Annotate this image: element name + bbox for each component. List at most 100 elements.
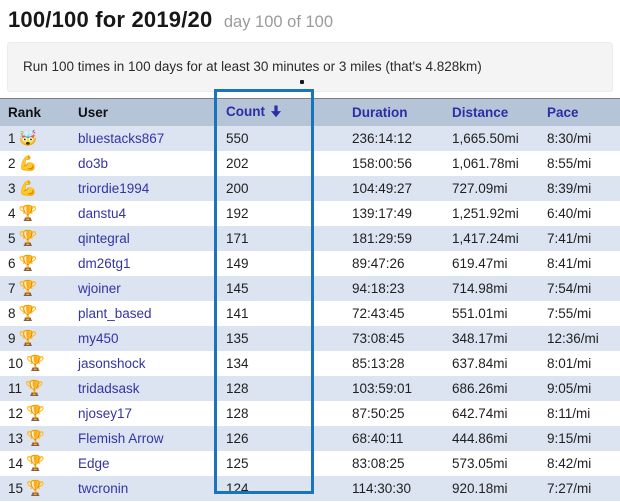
rank-cell: 3 💪: [0, 181, 70, 196]
rank-badge-icon: 🏆: [25, 380, 44, 397]
table-row: 10 🏆 jasonshock 134 85:13:28 637.84mi 8:…: [0, 351, 620, 376]
rank-cell: 5 🏆: [0, 231, 70, 246]
duration-cell: 139:17:49: [352, 206, 413, 221]
pace-cell: 12:36/mi: [547, 331, 599, 346]
rank-number: 3: [8, 181, 16, 196]
distance-cell: 348.17mi: [452, 331, 508, 346]
count-cell: 128: [226, 381, 249, 396]
pace-cell: 8:01/mi: [547, 356, 592, 371]
rank-cell: 15 🏆: [0, 481, 70, 496]
user-link[interactable]: Edge: [78, 456, 110, 471]
duration-cell: 89:47:26: [352, 256, 405, 271]
user-link[interactable]: wjoiner: [78, 281, 121, 296]
sort-descending-icon: [270, 105, 282, 121]
user-link[interactable]: jasonshock: [78, 356, 146, 371]
rank-number: 1: [8, 131, 16, 146]
rank-number: 9: [8, 331, 16, 346]
user-link[interactable]: bluestacks867: [78, 131, 165, 146]
pace-cell: 9:15/mi: [547, 431, 592, 446]
challenge-description-box: Run 100 times in 100 days for at least 3…: [7, 42, 613, 92]
rank-cell: 13 🏆: [0, 431, 70, 446]
rank-number: 11: [8, 381, 23, 396]
duration-cell: 104:49:27: [352, 181, 413, 196]
rank-badge-icon: 🏆: [18, 205, 38, 222]
page-subtitle: day 100 of 100: [223, 13, 334, 31]
user-link[interactable]: qintegral: [78, 231, 130, 246]
rank-number: 5: [8, 231, 16, 246]
duration-cell: 73:08:45: [352, 331, 405, 346]
column-header-distance[interactable]: Distance: [452, 105, 509, 120]
rank-cell: 2 💪: [0, 156, 70, 171]
rank-number: 8: [8, 306, 16, 321]
table-header-row: Rank User Count Duration Distance Pace: [0, 99, 620, 126]
table-row: 15 🏆 twcronin 124 114:30:30 920.18mi 7:2…: [0, 476, 620, 501]
challenge-description: Run 100 times in 100 days for at least 3…: [23, 59, 482, 74]
rank-number: 7: [8, 281, 16, 296]
rank-badge-icon: 💪: [18, 155, 38, 172]
user-link[interactable]: twcronin: [78, 481, 129, 496]
user-link[interactable]: danstu4: [78, 206, 127, 221]
table-row: 13 🏆 Flemish Arrow 126 68:40:11 444.86mi…: [0, 426, 620, 451]
rank-badge-icon: 🏆: [26, 430, 45, 447]
column-header-user: User: [78, 105, 109, 120]
user-link[interactable]: Flemish Arrow: [78, 431, 164, 446]
pace-cell: 6:40/mi: [547, 206, 592, 221]
rank-number: 4: [8, 206, 16, 221]
rank-cell: 11 🏆: [0, 381, 70, 396]
table-row: 12 🏆 njosey17 128 87:50:25 642.74mi 8:11…: [0, 401, 620, 426]
pace-cell: 7:41/mi: [547, 231, 592, 246]
column-header-count[interactable]: Count: [214, 104, 311, 121]
distance-cell: 444.86mi: [452, 431, 508, 446]
rank-cell: 1 🤯: [0, 131, 70, 146]
duration-cell: 158:00:56: [352, 156, 413, 171]
rank-cell: 10 🏆: [0, 356, 70, 371]
distance-cell: 637.84mi: [452, 356, 508, 371]
count-cell: 125: [226, 456, 249, 471]
distance-cell: 686.26mi: [452, 381, 508, 396]
user-link[interactable]: do3b: [78, 156, 109, 171]
pace-cell: 8:11/mi: [547, 406, 591, 421]
user-link[interactable]: triordie1994: [78, 181, 150, 196]
count-cell: 134: [226, 356, 249, 371]
pace-cell: 8:30/mi: [547, 131, 592, 146]
column-header-rank: Rank: [8, 105, 42, 120]
rank-badge-icon: 🏆: [18, 280, 38, 297]
duration-cell: 85:13:28: [352, 356, 405, 371]
page-title: 100/100 for 2019/20: [8, 7, 213, 32]
duration-cell: 87:50:25: [352, 406, 405, 421]
rank-badge-icon: 🏆: [26, 480, 45, 497]
user-link[interactable]: my450: [78, 331, 119, 346]
column-header-pace[interactable]: Pace: [547, 105, 579, 120]
pace-cell: 8:55/mi: [547, 156, 592, 171]
user-link[interactable]: tridadsask: [78, 381, 140, 396]
count-cell: 126: [226, 431, 249, 446]
pace-cell: 7:54/mi: [547, 281, 592, 296]
rank-badge-icon: 💪: [18, 180, 38, 197]
rank-badge-icon: 🏆: [18, 230, 38, 247]
count-cell: 171: [226, 231, 249, 246]
count-cell: 141: [226, 306, 249, 321]
rank-cell: 7 🏆: [0, 281, 70, 296]
rank-badge-icon: 🏆: [18, 255, 38, 272]
duration-cell: 83:08:25: [352, 456, 405, 471]
user-link[interactable]: plant_based: [78, 306, 152, 321]
table-row: 14 🏆 Edge 125 83:08:25 573.05mi 8:42/mi: [0, 451, 620, 476]
user-link[interactable]: njosey17: [78, 406, 133, 421]
user-link[interactable]: dm26tg1: [78, 256, 131, 271]
count-cell: 135: [226, 331, 249, 346]
count-cell: 202: [226, 156, 249, 171]
table-row: 5 🏆 qintegral 171 181:29:59 1,417.24mi 7…: [0, 226, 620, 251]
rank-badge-icon: 🤯: [18, 130, 38, 147]
count-cell: 145: [226, 281, 249, 296]
count-cell: 149: [226, 256, 249, 271]
rank-cell: 14 🏆: [0, 456, 70, 471]
pace-cell: 9:05/mi: [547, 381, 592, 396]
distance-cell: 1,665.50mi: [452, 131, 519, 146]
duration-cell: 72:43:45: [352, 306, 405, 321]
rank-number: 13: [8, 431, 24, 446]
column-header-duration[interactable]: Duration: [352, 105, 408, 120]
count-cell: 124: [226, 481, 249, 496]
leaderboard-table: Rank User Count Duration Distance Pace 1…: [0, 98, 620, 501]
pace-cell: 7:55/mi: [547, 306, 592, 321]
count-cell: 550: [226, 131, 249, 146]
